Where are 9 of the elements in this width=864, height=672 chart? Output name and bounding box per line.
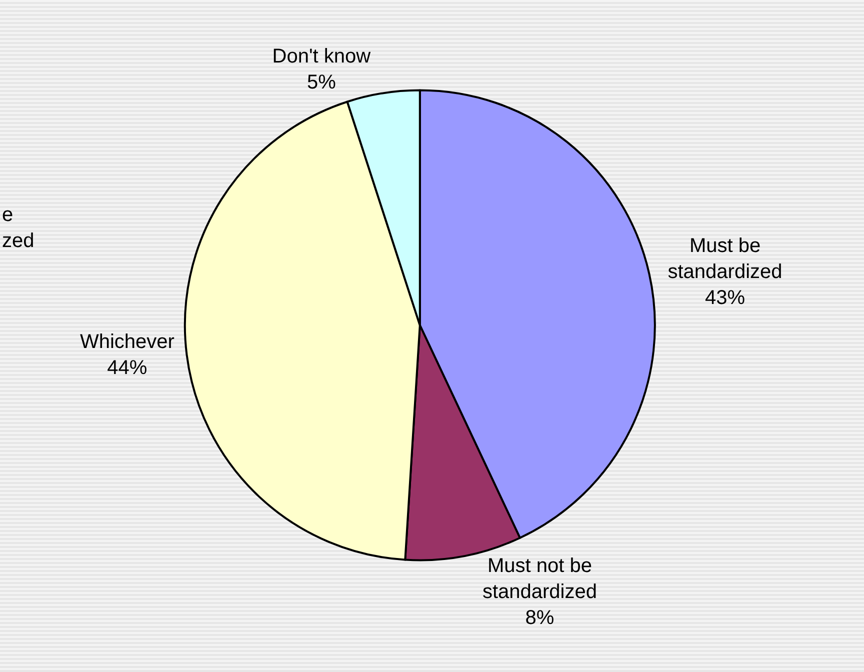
data-label: 44% [107,357,148,380]
slice-label: Don't know [272,46,372,68]
slice-label: Must not be standardized [482,554,597,603]
data-label: 43% [705,287,746,310]
text: e zed [2,204,34,252]
data-label: 8% [525,606,554,629]
slice-label: Whichever [80,331,175,354]
slice-label: Must be standardized [668,235,782,284]
data-label: 5% [306,72,336,94]
